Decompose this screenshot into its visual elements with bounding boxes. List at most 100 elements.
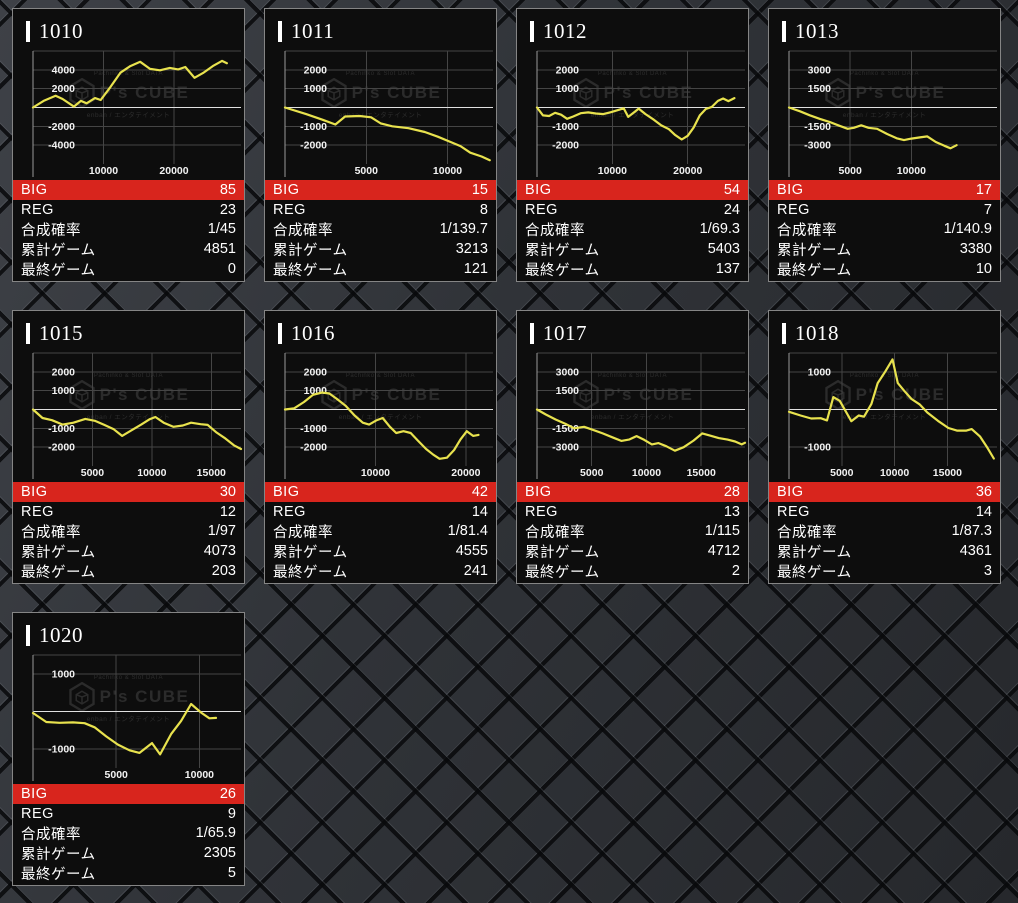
stat-label-reg: REG [21, 805, 54, 822]
stat-row-reg: REG 7 [769, 200, 1000, 220]
machine-number: 1011 [291, 18, 335, 43]
svg-text:10000: 10000 [361, 467, 390, 479]
stats-table: BIG 26 REG 9 合成確率 1/65.9 累計ゲーム 2305 最終ゲー… [13, 784, 244, 883]
stats-table: BIG 42 REG 14 合成確率 1/81.4 累計ゲーム 4555 最終ゲ… [265, 482, 496, 581]
stat-value-big: 36 [975, 483, 992, 500]
stat-value-big: 26 [219, 785, 236, 802]
stat-row-big: BIG 15 [265, 180, 496, 200]
stat-row-last: 最終ゲーム 3 [769, 561, 1000, 581]
card-title: 1012 [517, 9, 748, 43]
stat-value-rate: 1/140.9 [943, 221, 992, 238]
stat-value-total: 4361 [959, 543, 992, 560]
stats-table: BIG 17 REG 7 合成確率 1/140.9 累計ゲーム 3380 最終ゲ… [769, 180, 1000, 279]
stat-value-reg: 9 [227, 805, 236, 822]
stat-row-total: 累計ゲーム 4361 [769, 541, 1000, 561]
stat-value-last: 2 [731, 563, 740, 580]
stat-label-total: 累計ゲーム [777, 544, 852, 561]
stat-label-total: 累計ゲーム [21, 242, 96, 259]
stat-label-rate: 合成確率 [21, 827, 81, 843]
stat-label-rate: 合成確率 [777, 223, 837, 239]
stat-label-big: BIG [273, 483, 300, 500]
stat-label-big: BIG [21, 785, 48, 802]
stat-row-last: 最終ゲーム 5 [13, 863, 244, 883]
stat-row-total: 累計ゲーム 4712 [517, 541, 748, 561]
stat-label-total: 累計ゲーム [525, 544, 600, 561]
stat-row-big: BIG 85 [13, 180, 244, 200]
stat-row-rate: 合成確率 1/69.3 [517, 220, 748, 240]
machine-number: 1018 [795, 320, 839, 345]
svg-text:15000: 15000 [687, 467, 716, 479]
stat-row-big: BIG 36 [769, 482, 1000, 502]
machine-card[interactable]: 1011 Pachinko & Slot DATA P's CUBE enban… [264, 8, 497, 282]
machine-card[interactable]: 1016 Pachinko & Slot DATA P's CUBE enban… [264, 310, 497, 584]
stat-label-rate: 合成確率 [525, 223, 585, 239]
stat-row-last: 最終ゲーム 0 [13, 259, 244, 279]
stat-row-total: 累計ゲーム 3213 [265, 239, 496, 259]
stat-row-big: BIG 28 [517, 482, 748, 502]
svg-text:2000: 2000 [52, 83, 76, 95]
title-bar-accent [278, 20, 282, 42]
stat-row-total: 累計ゲーム 5403 [517, 239, 748, 259]
svg-text:-2000: -2000 [48, 442, 75, 454]
stat-row-rate: 合成確率 1/140.9 [769, 220, 1000, 240]
stat-value-rate: 1/65.9 [195, 825, 236, 842]
machine-number: 1017 [543, 320, 587, 345]
stat-value-reg: 24 [723, 201, 740, 218]
stat-label-big: BIG [21, 181, 48, 198]
stat-label-reg: REG [273, 201, 306, 218]
stat-value-reg: 8 [479, 201, 488, 218]
stat-value-last: 10 [975, 261, 992, 278]
stat-value-reg: 7 [983, 201, 992, 218]
stat-label-big: BIG [777, 483, 804, 500]
svg-text:5000: 5000 [105, 769, 129, 781]
machine-card[interactable]: 1013 Pachinko & Slot DATA P's CUBE enban… [768, 8, 1001, 282]
stat-row-reg: REG 24 [517, 200, 748, 220]
svg-text:1000: 1000 [808, 366, 832, 378]
stat-value-reg: 12 [219, 503, 236, 520]
svg-text:10000: 10000 [632, 467, 661, 479]
stat-row-rate: 合成確率 1/65.9 [13, 824, 244, 844]
machine-card[interactable]: 1018 Pachinko & Slot DATA P's CUBE enban… [768, 310, 1001, 584]
machine-card[interactable]: 1015 Pachinko & Slot DATA P's CUBE enban… [12, 310, 245, 584]
stat-value-total: 2305 [203, 845, 236, 862]
stat-label-last: 最終ゲーム [21, 564, 96, 581]
card-title: 1016 [265, 311, 496, 345]
title-bar-accent [782, 20, 786, 42]
stat-value-last: 137 [715, 261, 740, 278]
slump-chart: 2000 1000 -1000 -2000 10000 20000 [535, 50, 745, 177]
machine-card[interactable]: 1012 Pachinko & Slot DATA P's CUBE enban… [516, 8, 749, 282]
machine-card[interactable]: 1020 Pachinko & Slot DATA P's CUBE enban… [12, 612, 245, 886]
stat-value-rate: 1/87.3 [951, 523, 992, 540]
stat-label-big: BIG [21, 483, 48, 500]
slump-chart: 4000 2000 -2000 -4000 10000 20000 [31, 50, 241, 177]
stat-value-total: 3380 [959, 241, 992, 258]
stat-row-last: 最終ゲーム 203 [13, 561, 244, 581]
machine-card[interactable]: 1017 Pachinko & Slot DATA P's CUBE enban… [516, 310, 749, 584]
stat-label-big: BIG [777, 181, 804, 198]
svg-text:15000: 15000 [197, 467, 226, 479]
slump-chart: 2000 1000 -1000 -2000 5000 10000 [283, 50, 493, 177]
stat-label-last: 最終ゲーム [777, 262, 852, 279]
stat-row-big: BIG 42 [265, 482, 496, 502]
stat-label-rate: 合成確率 [525, 525, 585, 541]
stat-value-total: 4073 [203, 543, 236, 560]
svg-text:3000: 3000 [808, 64, 832, 76]
slump-chart: 1000 -1000 5000 10000 [31, 654, 241, 781]
machine-card[interactable]: 1010 Pachinko & Slot DATA P's CUBE enban… [12, 8, 245, 282]
svg-text:15000: 15000 [933, 467, 962, 479]
stat-row-last: 最終ゲーム 241 [265, 561, 496, 581]
svg-text:-1000: -1000 [48, 423, 75, 435]
stat-label-rate: 合成確率 [273, 223, 333, 239]
stat-label-total: 累計ゲーム [777, 242, 852, 259]
slump-chart-container: Pachinko & Slot DATA P's CUBE enban / エン… [517, 349, 748, 479]
stat-row-big: BIG 26 [13, 784, 244, 804]
stat-value-last: 5 [227, 865, 236, 882]
title-bar-accent [782, 322, 786, 344]
stat-row-total: 累計ゲーム 2305 [13, 843, 244, 863]
stat-row-last: 最終ゲーム 121 [265, 259, 496, 279]
stat-value-rate: 1/139.7 [439, 221, 488, 238]
stat-label-last: 最終ゲーム [777, 564, 852, 581]
stat-row-big: BIG 54 [517, 180, 748, 200]
svg-text:20000: 20000 [159, 165, 188, 177]
card-title: 1010 [13, 9, 244, 43]
